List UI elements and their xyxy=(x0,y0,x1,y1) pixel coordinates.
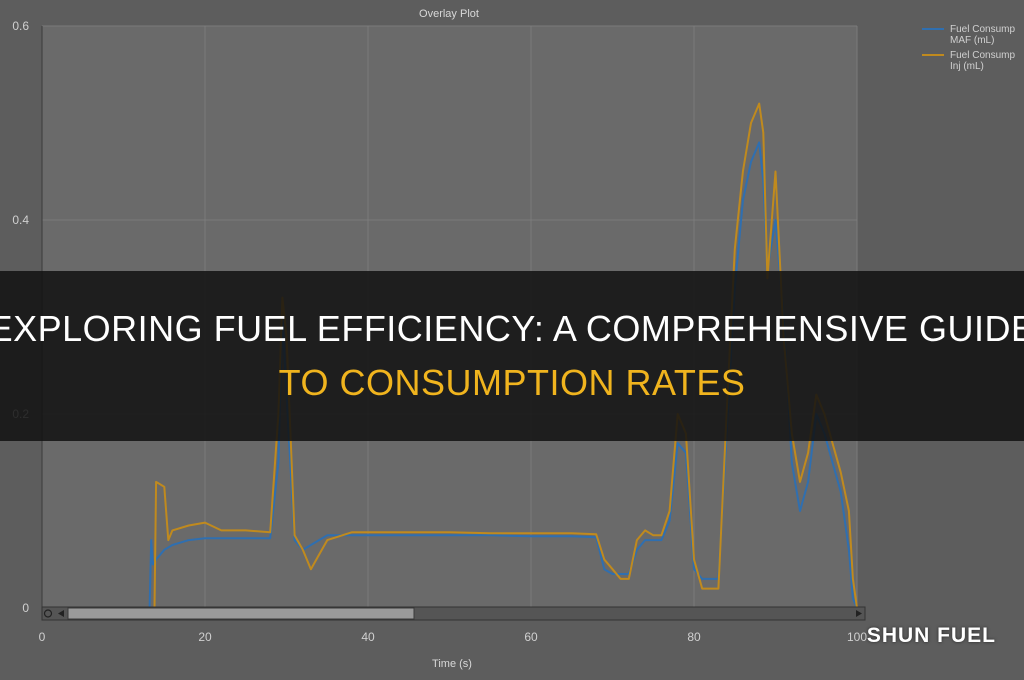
x-tick-label-3: 60 xyxy=(524,630,538,644)
legend-label-inj-2: Inj (mL) xyxy=(950,61,984,72)
x-axis-label: Time (s) xyxy=(432,658,472,670)
brand-logo-text: SHUN FUEL xyxy=(866,624,996,647)
x-tick-label-0: 0 xyxy=(39,630,46,644)
horizontal-scrollbar[interactable] xyxy=(41,606,866,621)
headline-line-2: TO CONSUMPTION RATES xyxy=(278,362,746,403)
scrollbar-thumb[interactable] xyxy=(67,607,415,620)
y-tick-label-3: 0.6 xyxy=(12,19,29,33)
scroll-left-icon[interactable] xyxy=(58,610,64,617)
scrollbar-reset-icon[interactable] xyxy=(43,609,53,618)
legend-label-inj-1: Fuel Consump xyxy=(950,50,1015,61)
headline-banner: EXPLORING FUEL EFFICIENCY: A COMPREHENSI… xyxy=(0,271,1024,441)
scroll-right-icon[interactable] xyxy=(856,610,862,617)
legend-label-maf-2: MAF (mL) xyxy=(950,35,994,46)
x-tick-label-4: 80 xyxy=(687,630,701,644)
x-tick-label-5: 100 xyxy=(847,630,867,644)
chart-title: Overlay Plot xyxy=(419,8,479,20)
legend-label-maf-1: Fuel Consump xyxy=(950,24,1015,35)
y-tick-label-0: 0 xyxy=(22,601,29,615)
headline-line-1: EXPLORING FUEL EFFICIENCY: A COMPREHENSI… xyxy=(0,308,1024,349)
chart-legend: Fuel Consump MAF (mL) Fuel Consump Inj (… xyxy=(922,24,1015,72)
x-tick-label-2: 40 xyxy=(361,630,375,644)
x-tick-label-1: 20 xyxy=(198,630,212,644)
y-tick-label-2: 0.4 xyxy=(12,213,29,227)
